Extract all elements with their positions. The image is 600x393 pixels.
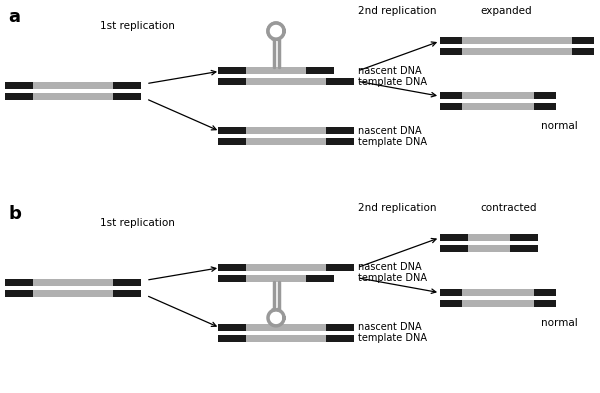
Bar bbox=[440, 37, 462, 44]
Text: template DNA: template DNA bbox=[358, 333, 427, 343]
Bar bbox=[440, 92, 462, 99]
Bar bbox=[218, 67, 246, 74]
Text: nascent DNA: nascent DNA bbox=[358, 66, 422, 76]
Bar bbox=[326, 335, 354, 342]
Bar bbox=[5, 290, 33, 297]
Bar bbox=[246, 275, 306, 282]
Bar bbox=[534, 103, 556, 110]
Text: template DNA: template DNA bbox=[358, 273, 427, 283]
Text: template DNA: template DNA bbox=[358, 77, 427, 87]
Bar bbox=[572, 37, 594, 44]
Bar bbox=[468, 244, 510, 252]
Bar bbox=[510, 244, 538, 252]
Text: b: b bbox=[8, 204, 21, 222]
Bar bbox=[462, 103, 534, 110]
Bar bbox=[534, 92, 556, 99]
Bar bbox=[462, 37, 572, 44]
Bar bbox=[534, 300, 556, 307]
Bar bbox=[440, 244, 468, 252]
Bar bbox=[218, 127, 246, 134]
Text: nascent DNA: nascent DNA bbox=[358, 262, 422, 272]
Bar bbox=[510, 233, 538, 241]
Bar bbox=[33, 93, 113, 100]
Text: 2nd replication: 2nd replication bbox=[358, 6, 437, 16]
Circle shape bbox=[268, 23, 284, 39]
Bar bbox=[218, 78, 246, 85]
Bar bbox=[218, 324, 246, 331]
Bar bbox=[218, 138, 246, 145]
Circle shape bbox=[268, 310, 284, 326]
Bar bbox=[462, 300, 534, 307]
Bar bbox=[246, 264, 326, 271]
Text: contracted: contracted bbox=[480, 202, 536, 213]
Bar bbox=[440, 48, 462, 55]
Bar bbox=[246, 138, 326, 145]
Bar bbox=[218, 264, 246, 271]
Bar bbox=[462, 92, 534, 99]
Bar bbox=[534, 289, 556, 296]
Bar bbox=[246, 127, 326, 134]
Text: nascent DNA: nascent DNA bbox=[358, 126, 422, 136]
Bar bbox=[113, 279, 141, 286]
Bar bbox=[113, 93, 141, 100]
Bar bbox=[326, 78, 354, 85]
Bar bbox=[468, 233, 510, 241]
Bar bbox=[440, 103, 462, 110]
Bar bbox=[326, 138, 354, 145]
Bar bbox=[246, 67, 306, 74]
Text: normal: normal bbox=[541, 318, 577, 328]
Text: template DNA: template DNA bbox=[358, 137, 427, 147]
Bar bbox=[306, 67, 334, 74]
Bar bbox=[326, 127, 354, 134]
Bar bbox=[462, 289, 534, 296]
Bar bbox=[113, 290, 141, 297]
Text: normal: normal bbox=[541, 121, 577, 131]
Bar bbox=[246, 324, 326, 331]
Bar bbox=[5, 279, 33, 286]
Bar bbox=[326, 264, 354, 271]
Bar bbox=[440, 289, 462, 296]
Bar bbox=[218, 335, 246, 342]
Bar bbox=[326, 324, 354, 331]
Bar bbox=[440, 233, 468, 241]
Bar bbox=[246, 335, 326, 342]
Bar bbox=[5, 82, 33, 89]
Bar bbox=[572, 48, 594, 55]
Text: 1st replication: 1st replication bbox=[100, 218, 175, 228]
Bar bbox=[462, 48, 572, 55]
Text: 1st replication: 1st replication bbox=[100, 21, 175, 31]
Bar bbox=[306, 275, 334, 282]
Bar bbox=[33, 290, 113, 297]
Bar bbox=[246, 78, 326, 85]
Bar bbox=[33, 279, 113, 286]
Text: nascent DNA: nascent DNA bbox=[358, 322, 422, 332]
Bar bbox=[218, 275, 246, 282]
Bar bbox=[5, 93, 33, 100]
Text: 2nd replication: 2nd replication bbox=[358, 202, 437, 213]
Bar bbox=[440, 300, 462, 307]
Text: expanded: expanded bbox=[480, 6, 532, 16]
Bar bbox=[113, 82, 141, 89]
Text: a: a bbox=[8, 8, 20, 26]
Bar bbox=[33, 82, 113, 89]
